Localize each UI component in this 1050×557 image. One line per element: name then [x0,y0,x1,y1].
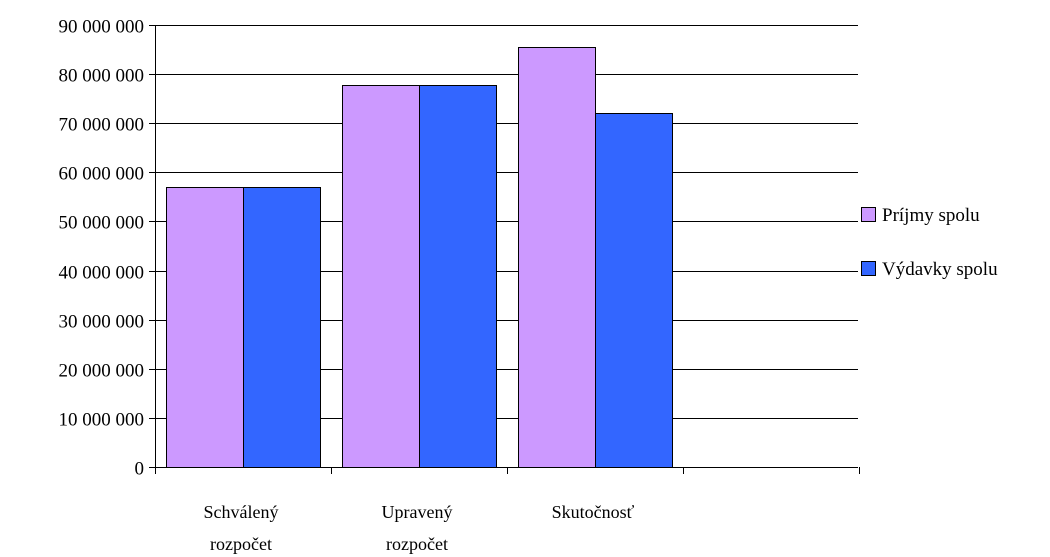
x-category-label: rozpočet [210,534,272,554]
legend-swatch [861,261,876,276]
bar-vydavky-0 [243,187,321,468]
x-category-label: Upravený [382,502,453,522]
legend-label: Výdavky spolu [882,259,998,280]
bar-prijmy-2 [518,47,596,468]
x-category-label: Skutočnosť [552,502,635,522]
y-tick-label: 80 000 000 [59,66,145,87]
bar-vydavky-2 [595,113,673,468]
y-tick-label: 20 000 000 [59,361,145,382]
y-tick-label: 90 000 000 [59,17,145,38]
y-tick-label: 0 [135,459,145,480]
bar-vydavky-1 [419,85,497,468]
y-tick-label: 10 000 000 [59,410,145,431]
bars [166,47,673,468]
bar-prijmy-0 [166,187,244,468]
legend-label: Príjmy spolu [882,205,980,226]
y-tick-label: 40 000 000 [59,263,145,284]
axes [149,25,860,474]
x-axis-category-labels: Schválený rozpočet Upravený rozpočet Skutočn… [204,502,635,554]
x-category-label: rozpočet [386,534,448,554]
x-category-label: Schválený [204,502,279,522]
y-axis-tick-labels: 0 10 000 000 20 000 000 30 000 000 40 000 00… [59,17,145,480]
bar-prijmy-1 [342,85,420,468]
y-tick-label: 60 000 000 [59,164,145,185]
y-tick-label: 50 000 000 [59,213,145,234]
y-tick-label: 70 000 000 [59,115,145,136]
legend-swatch [861,207,876,222]
y-tick-label: 30 000 000 [59,312,145,333]
legend: Príjmy spolu Výdavky spolu [861,205,998,280]
